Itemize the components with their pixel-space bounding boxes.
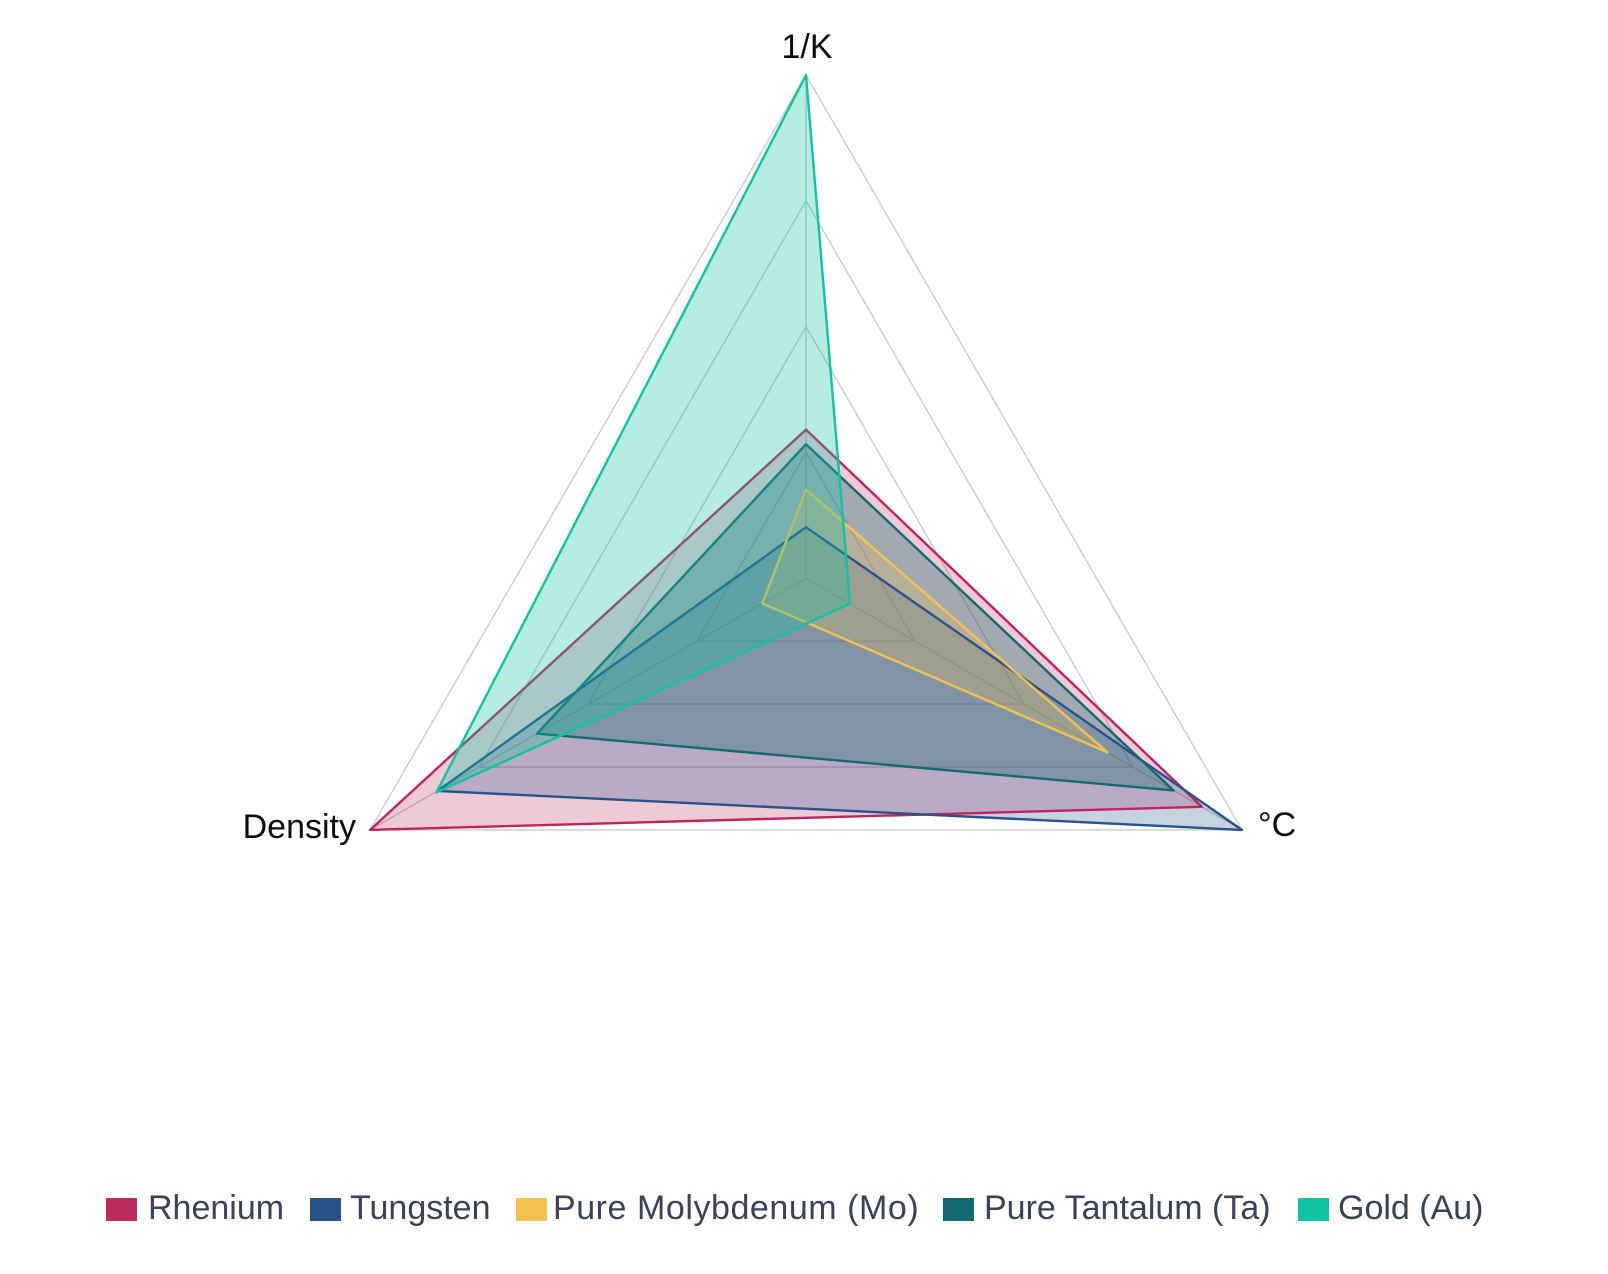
svg-text:Density: Density	[243, 808, 356, 846]
svg-text:Tungsten: Tungsten	[350, 1189, 491, 1227]
svg-text:Rhenium: Rhenium	[148, 1189, 284, 1227]
svg-text:1/K: 1/K	[781, 28, 832, 66]
svg-text:Gold (Au): Gold (Au)	[1338, 1189, 1484, 1227]
svg-text:Pure Molybdenum (Mo): Pure Molybdenum (Mo)	[553, 1189, 919, 1227]
svg-text:°C: °C	[1258, 806, 1296, 844]
svg-text:Pure Tantalum (Ta): Pure Tantalum (Ta)	[984, 1189, 1271, 1227]
